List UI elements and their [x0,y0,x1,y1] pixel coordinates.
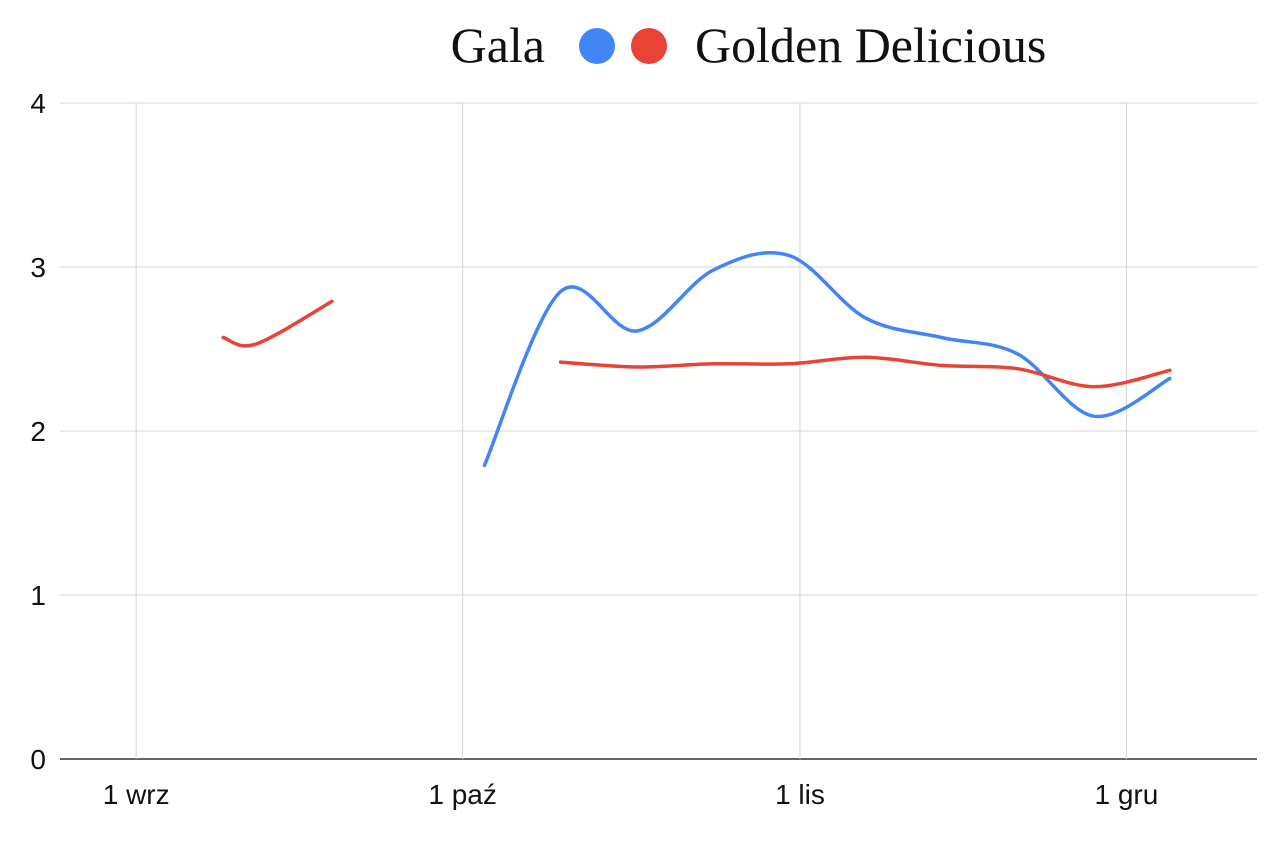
legend-label-gala: Gala [451,17,545,73]
x-tick-label: 1 gru [1095,779,1159,810]
x-tick-label: 1 paź [428,779,497,810]
series-gala [482,251,1172,468]
series-line-gala [482,251,1172,468]
legend: Gala Golden Delicious [451,17,1047,73]
y-tick-label: 0 [30,744,46,775]
series-line-golden-delicious [221,299,334,348]
legend-marker-gala [579,28,615,64]
legend-label-golden-delicious: Golden Delicious [695,17,1046,73]
series-layer [221,251,1172,468]
y-tick-label: 3 [30,252,46,283]
y-tick-label: 4 [30,88,46,119]
axis-labels: 0 1 2 3 4 1 wrz 1 paź 1 lis 1 gru [30,88,1158,810]
y-tick-label: 1 [30,580,46,611]
x-tick-label: 1 lis [775,779,825,810]
series-line-golden-delicious [558,355,1172,389]
y-tick-label: 2 [30,416,46,447]
series-golden-delicious [221,299,1172,389]
legend-marker-golden-delicious [631,28,667,64]
gridlines [60,102,1257,760]
x-tick-label: 1 wrz [103,779,170,810]
